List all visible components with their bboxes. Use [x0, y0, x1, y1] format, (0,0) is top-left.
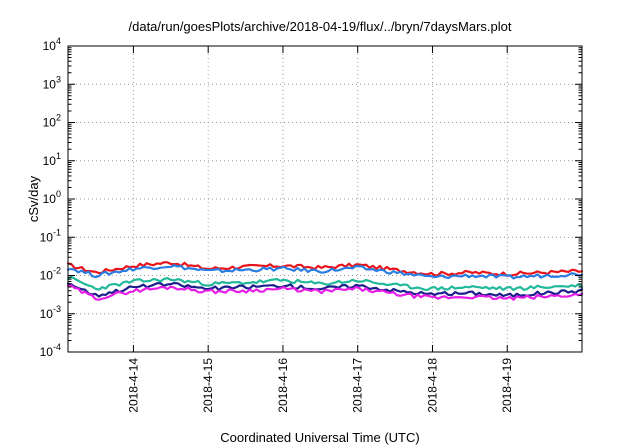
x-axis-label: Coordinated Universal Time (UTC)	[220, 430, 419, 445]
ticks-layer	[68, 45, 582, 353]
y-tick-label: 103	[43, 74, 61, 91]
x-tick-label: 2018-4-17	[351, 358, 365, 413]
y-tick-label: 104	[43, 36, 61, 53]
x-tick-label: 2018-4-15	[201, 358, 215, 413]
y-axis-label: cSv/day	[26, 175, 41, 222]
grid-layer	[68, 46, 582, 352]
series-line-3	[66, 275, 584, 292]
y-tick-label: 10-4	[40, 342, 61, 359]
x-tick-labels: 2018-4-14 2018-4-15 2018-4-16 2018-4-17 2018…	[126, 358, 514, 413]
y-tick-labels: 10-4 10-3 10-2 10-1 100 101 102 103 104	[40, 36, 61, 359]
x-tick-label: 2018-4-14	[126, 358, 140, 413]
x-tick-label: 2018-4-18	[425, 358, 439, 413]
x-tick-label: 2018-4-16	[276, 358, 290, 413]
series-line-1	[66, 261, 584, 277]
series-layer	[66, 261, 584, 301]
y-tick-label: 10-2	[40, 266, 61, 283]
x-tick-label: 2018-4-19	[500, 358, 514, 413]
y-tick-label: 102	[43, 113, 61, 130]
y-tick-label: 10-3	[40, 304, 61, 321]
series-line-2	[66, 264, 584, 280]
y-tick-label: 100	[43, 189, 61, 206]
y-tick-label: 10-1	[40, 227, 61, 244]
chart-title: /data/run/goesPlots/archive/2018-04-19/f…	[129, 19, 512, 34]
series-line-4	[66, 281, 584, 298]
y-tick-label: 101	[43, 151, 61, 168]
series-line-5	[66, 284, 584, 301]
